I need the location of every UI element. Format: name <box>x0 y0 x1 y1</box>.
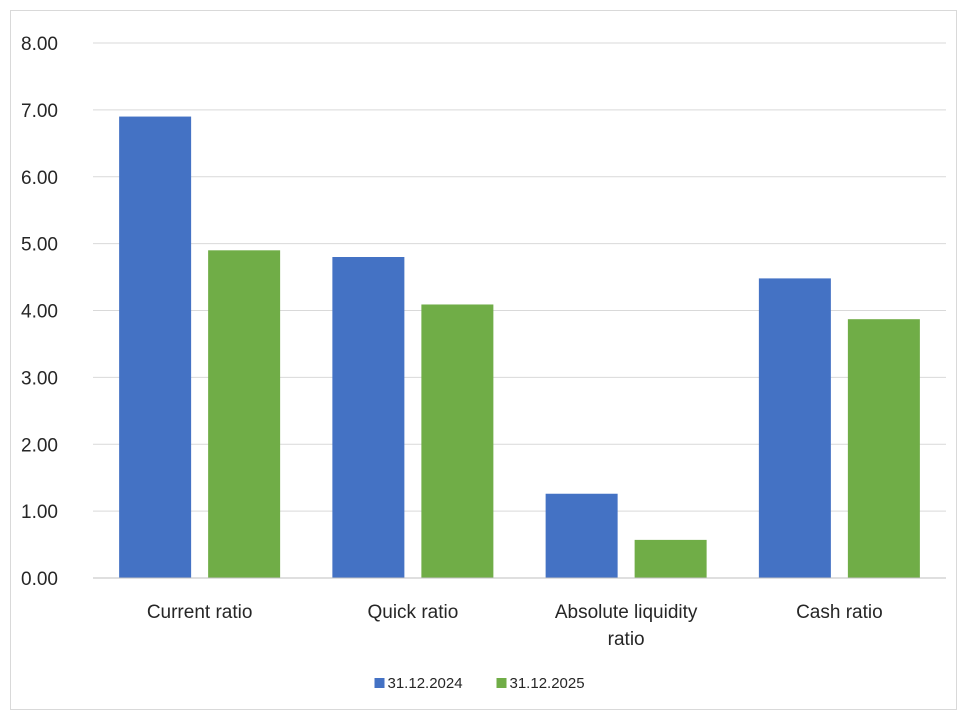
bar-31-12-2025-cash-ratio <box>847 319 920 578</box>
bar-31-12-2024-absolute-liquidity-ratio <box>545 493 618 578</box>
x-category-label: Cash ratio <box>796 602 883 623</box>
legend: 31.12.2024 31.12.2025 <box>374 675 585 692</box>
y-tick-label: 4.00 <box>21 302 58 323</box>
legend-label: 31.12.2024 <box>388 675 463 692</box>
bars <box>119 116 920 578</box>
bar-chart: 0.00 1.00 2.00 3.00 4.00 5.00 6.00 7.00 8.00 Cur… <box>21 34 946 692</box>
y-tick-label: 5.00 <box>21 235 58 256</box>
y-tick-label: 7.00 <box>21 101 58 122</box>
x-axis-category-labels: Current ratio Quick ratio Absolute liquidi… <box>147 602 883 650</box>
y-axis-tick-labels: 0.00 1.00 2.00 3.00 4.00 5.00 6.00 7.00 8.00 <box>21 34 58 590</box>
bar-31-12-2024-current-ratio <box>119 116 192 578</box>
y-tick-label: 6.00 <box>21 168 58 189</box>
legend-swatch <box>496 678 507 688</box>
x-category-label: Absolute liquidity ratio <box>555 602 698 650</box>
y-tick-label: 1.00 <box>21 502 58 523</box>
x-category-label: Current ratio <box>147 602 253 623</box>
bar-31-12-2025-absolute-liquidity-ratio <box>634 539 707 578</box>
bar-31-12-2024-cash-ratio <box>758 278 831 578</box>
y-tick-label: 3.00 <box>21 368 58 389</box>
bar-31-12-2025-current-ratio <box>208 250 281 578</box>
legend-label: 31.12.2025 <box>510 675 585 692</box>
bar-31-12-2025-quick-ratio <box>421 304 494 578</box>
y-tick-label: 2.00 <box>21 435 58 456</box>
legend-swatch <box>374 678 385 688</box>
bar-31-12-2024-quick-ratio <box>332 257 405 578</box>
y-tick-label: 8.00 <box>21 34 58 55</box>
chart-frame: 0.00 1.00 2.00 3.00 4.00 5.00 6.00 7.00 8.00 Cur… <box>10 10 957 710</box>
y-tick-label: 0.00 <box>21 569 58 590</box>
x-category-label: Quick ratio <box>367 602 458 623</box>
